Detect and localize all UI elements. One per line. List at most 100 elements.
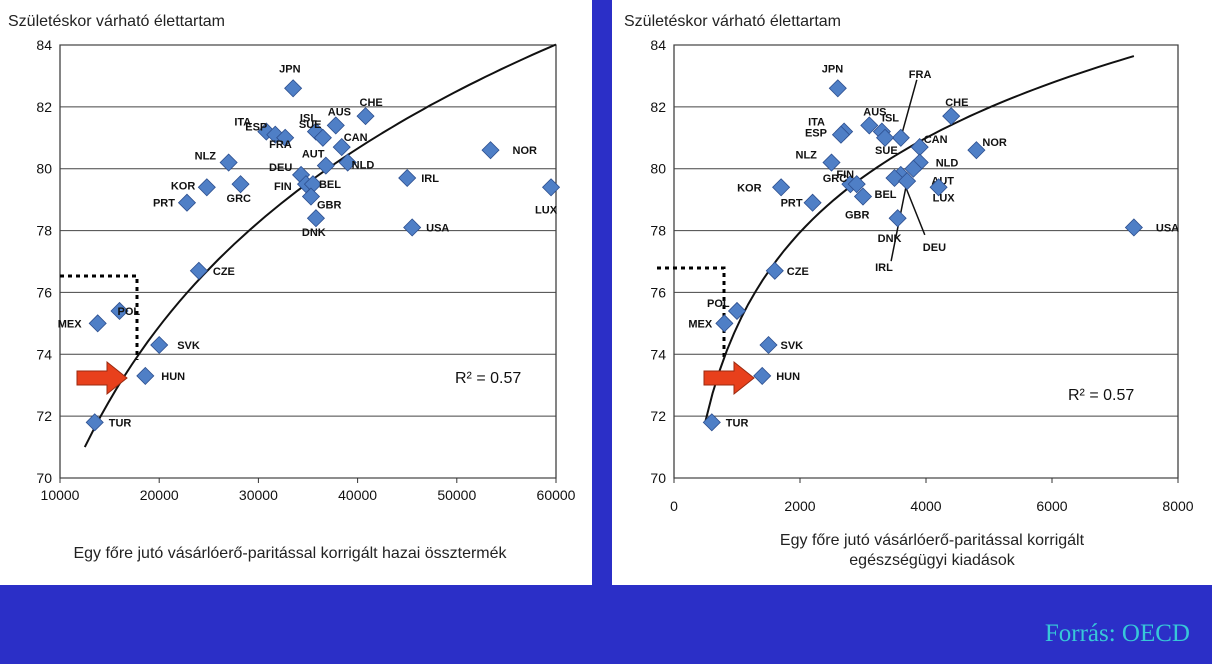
y-tick-label: 82 <box>650 99 666 115</box>
data-point-prt <box>803 193 822 212</box>
point-label: TUR <box>109 417 132 429</box>
data-point-fra <box>276 128 295 147</box>
point-label: ESP <box>245 122 267 134</box>
plot-area <box>59 44 557 479</box>
bottom-banner <box>0 585 1212 664</box>
point-label: IRL <box>875 262 893 274</box>
point-label: CHE <box>360 97 383 109</box>
point-label: CAN <box>344 132 368 144</box>
point-label: ITA <box>234 117 251 129</box>
data-point-cze <box>189 261 208 280</box>
point-label: USA <box>1156 222 1179 234</box>
point-label: ISL <box>300 113 317 125</box>
data-point-svk <box>759 335 778 355</box>
data-point-nld <box>338 153 357 172</box>
data-point-dnk <box>888 209 907 228</box>
data-point-aus <box>860 116 879 135</box>
point-label: AUS <box>863 106 886 118</box>
y-tick-label: 70 <box>36 470 52 486</box>
point-label: TUR <box>726 417 749 429</box>
data-point-jpn <box>284 79 303 98</box>
data-point-che <box>942 107 961 126</box>
x-tick-label: 6000 <box>1036 498 1067 514</box>
point-label: NLZ <box>796 150 818 162</box>
point-label: DEU <box>269 162 292 174</box>
gdp-life-expectancy-chart: Születéskor várható élettartam 70 72 74 76 78… <box>8 13 576 562</box>
point-label: ESP <box>805 128 827 140</box>
data-point-lux <box>929 178 948 197</box>
x-tick-label: 4000 <box>910 498 941 514</box>
point-label: DNK <box>302 227 326 239</box>
center-divider <box>592 0 612 585</box>
point-label: GBR <box>845 210 870 222</box>
x-tick-label: 2000 <box>784 498 815 514</box>
point-label: CAN <box>924 134 948 146</box>
data-point-mex <box>88 314 107 333</box>
point-label: CZE <box>213 266 235 278</box>
data-point-mex <box>715 314 734 333</box>
y-tick-label: 76 <box>650 284 666 300</box>
point-label: AUS <box>328 106 351 118</box>
y-tick-label: 80 <box>650 161 666 177</box>
point-label: NLD <box>936 158 959 170</box>
data-point-usa <box>1124 218 1143 237</box>
data-point-bel <box>885 168 904 188</box>
data-point-kor <box>772 178 791 197</box>
x-tick-label: 50000 <box>437 487 476 503</box>
point-label: CZE <box>787 266 809 278</box>
point-label: FIN <box>836 169 854 181</box>
data-point-hun <box>753 366 772 385</box>
data-point-aus <box>326 116 345 135</box>
data-point-can <box>910 138 929 157</box>
y-tick-label: 74 <box>650 346 666 362</box>
data-point-aut <box>316 156 335 175</box>
point-label: HUN <box>776 371 800 383</box>
threshold-dotted-line <box>60 274 139 360</box>
point-label: LUX <box>933 192 956 204</box>
point-label: NLD <box>352 160 375 172</box>
y-tick-label: 78 <box>36 223 52 239</box>
point-label: NLZ <box>195 151 217 163</box>
point-label: BEL <box>319 179 341 191</box>
x-tick-label: 40000 <box>338 487 377 503</box>
point-label: HUN <box>161 371 185 383</box>
x-tick-label: 20000 <box>140 487 179 503</box>
point-label: LUX <box>535 204 558 216</box>
data-point-gbr <box>301 187 321 206</box>
data-point-svk <box>150 335 169 355</box>
data-point-kor <box>197 178 216 197</box>
y-tick-label: 82 <box>36 99 52 115</box>
point-label: NOR <box>513 145 538 157</box>
y-tick-label: 72 <box>36 408 52 424</box>
data-point-pol <box>727 301 747 321</box>
y-axis-title: Születéskor várható élettartam <box>624 13 841 30</box>
data-point-cze <box>765 261 784 280</box>
source-caption: Forrás: OECD <box>1044 620 1190 647</box>
point-label: FRA <box>269 139 292 151</box>
data-point-gbr <box>853 187 873 206</box>
point-label: KOR <box>171 180 196 192</box>
point-label: IRL <box>421 173 439 185</box>
y-tick-label: 72 <box>650 408 666 424</box>
point-label: AUT <box>302 149 325 161</box>
data-point-pol <box>110 301 129 321</box>
data-point-dnk <box>306 209 325 228</box>
x-axis-title: Egy főre jutó vásárlóerő-paritással korr… <box>780 532 1085 569</box>
data-point-jpn <box>828 79 847 98</box>
point-label: USA <box>426 222 449 234</box>
leader-line <box>900 79 918 138</box>
data-point-grc <box>231 175 250 194</box>
x-tick-label: 8000 <box>1162 498 1193 514</box>
x-tick-label: 10000 <box>41 487 80 503</box>
point-label: ISL <box>882 113 899 125</box>
point-label: CHE <box>945 97 968 109</box>
data-point-sue <box>313 128 332 147</box>
point-label: JPN <box>822 63 843 75</box>
point-label: KOR <box>737 182 762 194</box>
data-point-nlz <box>219 153 238 172</box>
y-tick-label: 70 <box>650 470 666 486</box>
x-tick-label: 60000 <box>537 487 576 503</box>
point-label: GRC <box>823 173 848 185</box>
data-point-nor <box>481 141 500 160</box>
